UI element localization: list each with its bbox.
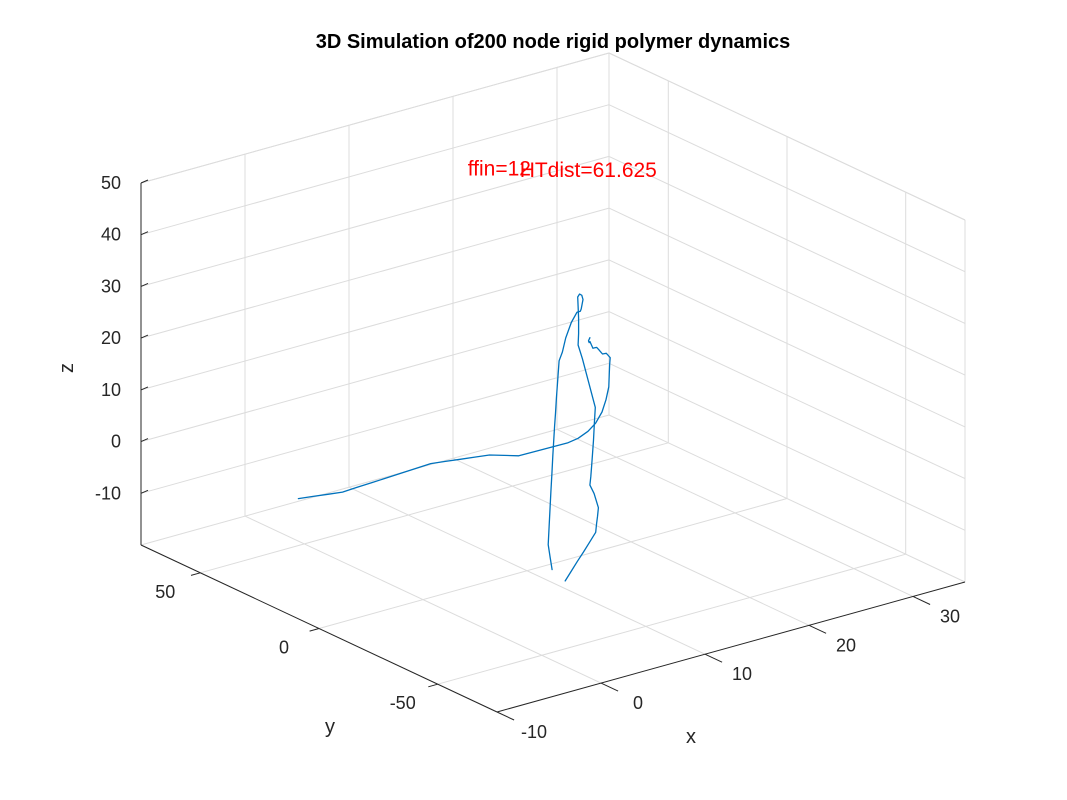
z-tick-label: 50 xyxy=(101,173,121,193)
polymer-chain-2 xyxy=(297,337,611,500)
x-axis-line xyxy=(496,581,966,713)
x-tick-label: 20 xyxy=(836,635,856,655)
z-tick-mark xyxy=(140,386,149,391)
x-tick-mark xyxy=(808,624,827,634)
chart-title: 3D Simulation of200 node rigid polymer d… xyxy=(316,31,791,53)
annotation-1: ffin=12 xyxy=(468,158,531,181)
y-tick-label: 50 xyxy=(155,582,175,602)
z-gridline-side xyxy=(608,311,966,480)
y-tick-mark xyxy=(309,628,320,632)
z-gridline-side xyxy=(608,259,966,428)
z-gridline-back xyxy=(140,104,610,236)
y-gridline-floor xyxy=(437,553,906,685)
x-tick-label: 10 xyxy=(732,664,752,684)
z-gridline-back xyxy=(140,207,610,339)
z-axis-label: z xyxy=(56,363,78,373)
x-tick-mark xyxy=(704,653,723,663)
tick-labels: -10 0 10 20 30 -50 0 50 -10 0 10 20 30 40 50 xyxy=(95,173,960,742)
z-tick-label: 40 xyxy=(101,225,121,245)
y-axis-label: y xyxy=(325,716,335,738)
data-series xyxy=(297,293,611,582)
z-tick-mark xyxy=(140,438,149,443)
axes xyxy=(140,179,966,721)
z-tick-mark xyxy=(140,489,149,494)
z-tick-label: 30 xyxy=(101,276,121,296)
z-gridline-side xyxy=(608,155,966,324)
y-tick-label: 0 xyxy=(279,638,289,658)
z-gridline-side xyxy=(608,52,966,221)
z-tick-mark xyxy=(140,334,149,339)
z-gridline-side xyxy=(608,207,966,376)
z-gridline-back xyxy=(140,259,610,391)
z-gridline-back xyxy=(140,362,610,494)
z-tick-mark xyxy=(140,231,149,236)
z-tick-mark xyxy=(140,282,149,287)
x-tick-label: -10 xyxy=(521,722,547,742)
z-gridline-side xyxy=(608,104,966,273)
z-gridline-back xyxy=(140,52,610,184)
y-tick-label: -50 xyxy=(390,693,416,713)
floor-edge-back xyxy=(140,414,610,546)
x-tick-mark xyxy=(912,595,931,605)
x-tick-mark xyxy=(600,682,619,692)
z-tick-label: 0 xyxy=(111,432,121,452)
x-tick-label: 30 xyxy=(940,606,960,626)
y-tick-mark xyxy=(428,683,438,688)
z-tick-label: 20 xyxy=(101,328,121,348)
y-tick-mark xyxy=(190,572,201,576)
y-gridline-floor xyxy=(200,442,669,574)
y-gridline-floor xyxy=(318,498,788,629)
z-gridline-side xyxy=(608,362,966,531)
z-tick-label: -10 xyxy=(95,483,121,503)
z-gridline-back xyxy=(140,155,610,287)
z-tick-mark xyxy=(140,179,149,184)
z-tick-label: 10 xyxy=(101,380,121,400)
x-tick-mark xyxy=(496,711,515,721)
annotation-2: HTdist=61.625 xyxy=(520,159,657,182)
x-axis-label: x xyxy=(686,726,696,748)
z-gridline-back xyxy=(140,311,610,443)
x-tick-label: 0 xyxy=(633,693,643,713)
polymer-chain-1 xyxy=(547,293,600,582)
